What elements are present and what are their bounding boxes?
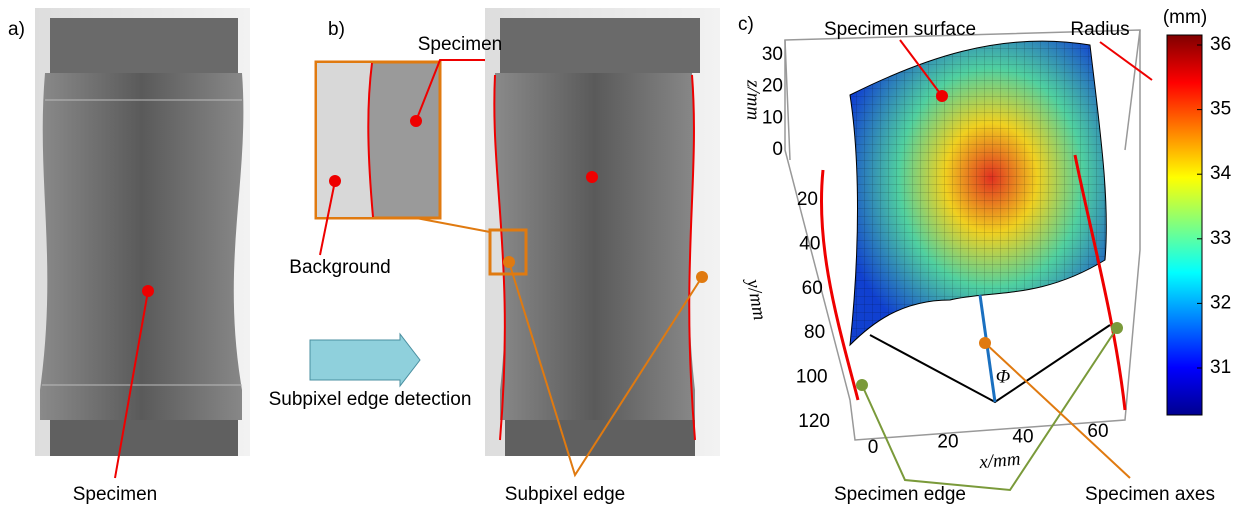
annotation: Background xyxy=(289,257,390,278)
colorbar-tick-label: 31 xyxy=(1210,357,1231,378)
colorbar-tick-label: 35 xyxy=(1210,99,1231,120)
annotation: Specimen axes xyxy=(1085,484,1215,505)
photo-b xyxy=(485,8,720,456)
leader xyxy=(1100,42,1152,80)
z-tick-label: 30 xyxy=(762,44,783,65)
panel-label: b) xyxy=(328,19,345,40)
axis-line xyxy=(980,295,995,402)
annotation: Subpixel edge xyxy=(505,484,625,505)
z-tick-label: 20 xyxy=(762,76,783,97)
z-axis-label: z/mm xyxy=(743,79,764,120)
annotation: Specimen xyxy=(418,34,503,55)
annotation: Specimen edge xyxy=(834,484,966,505)
colorbar-tick-label: 33 xyxy=(1210,228,1231,249)
y-tick-label: 120 xyxy=(798,411,830,432)
colorbar-tick-label: 34 xyxy=(1210,163,1232,184)
annotation: Specimen surface xyxy=(824,19,976,40)
leader xyxy=(416,218,490,232)
colorbar-unit: (mm) xyxy=(1163,7,1207,28)
x-tick-label: 40 xyxy=(1012,426,1033,447)
y-tick-label: 20 xyxy=(797,189,818,210)
y-tick-label: 40 xyxy=(799,233,820,254)
y-tick-label: 100 xyxy=(796,367,828,388)
annotation: Radius xyxy=(1070,19,1129,40)
point xyxy=(586,171,598,183)
annotation: Specimen xyxy=(73,484,158,505)
surface-mesh xyxy=(850,41,1106,345)
colorbar-tick-label: 32 xyxy=(1210,292,1231,313)
edge-line xyxy=(821,170,858,400)
figure: a) Specimen b) Specimen Background Subpi… xyxy=(0,0,1248,515)
x-tick-label: 20 xyxy=(937,432,958,453)
panel-label: c) xyxy=(738,14,754,35)
colorbar-tick-label: 36 xyxy=(1210,34,1231,55)
colorbar xyxy=(1167,35,1202,415)
y-tick-label: 60 xyxy=(802,278,823,299)
photo-a xyxy=(35,8,250,456)
annotation: Subpixel edge detection xyxy=(269,389,472,410)
arrow xyxy=(310,334,420,386)
x-tick-label: 60 xyxy=(1087,421,1108,442)
y-axis-label: y/mm xyxy=(742,276,770,322)
x-tick-label: 0 xyxy=(868,437,879,458)
phi-label: Φ xyxy=(996,366,1010,387)
panel-label: a) xyxy=(8,19,25,40)
inset-bg xyxy=(317,63,373,217)
x-axis-label: x/mm xyxy=(977,449,1021,474)
z-tick-label: 10 xyxy=(762,107,783,128)
y-tick-label: 80 xyxy=(804,322,825,343)
z-tick-label: 0 xyxy=(772,139,783,160)
